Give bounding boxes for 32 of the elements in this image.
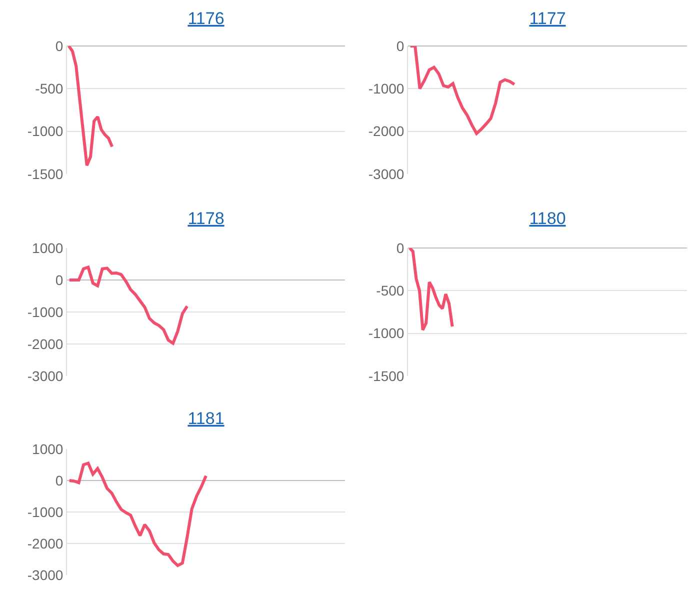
line-series (408, 46, 516, 135)
chart-title: 1180 (529, 208, 566, 228)
y-tick-label: 0 (396, 38, 404, 54)
y-tick-label: 1000 (32, 240, 64, 256)
line-series (67, 46, 114, 167)
y-tick-label: -2000 (27, 336, 64, 352)
y-tick-label: 1000 (32, 440, 64, 457)
line-series (408, 248, 454, 332)
y-tick-label: -2000 (27, 535, 64, 552)
y-tick-label: -1000 (27, 123, 64, 140)
y-tick-label: -3000 (27, 368, 64, 384)
line-series (68, 462, 208, 568)
y-tick-label: -1000 (27, 304, 64, 320)
y-tick-label: 0 (55, 38, 64, 54)
y-tick-label: -1500 (27, 166, 64, 182)
y-tick-label: -1000 (27, 504, 64, 520)
chart-title: 1178 (188, 208, 224, 228)
y-tick-label: -3000 (368, 166, 404, 182)
y-tick-label: -500 (376, 282, 404, 299)
y-tick-label: -500 (35, 80, 64, 97)
chart-title: 1176 (188, 8, 224, 28)
chart-title: 1181 (188, 408, 224, 428)
y-tick-label: -3000 (27, 566, 64, 583)
chart-title: 1177 (529, 8, 566, 28)
y-tick-label: -1000 (368, 325, 404, 342)
y-tick-label: -1000 (368, 80, 404, 97)
y-tick-label: 0 (396, 240, 404, 256)
y-tick-label: 0 (55, 272, 64, 288)
line-series (68, 266, 189, 345)
y-tick-label: 0 (55, 472, 64, 488)
y-tick-label: -2000 (368, 123, 404, 140)
y-tick-label: -1500 (368, 368, 404, 384)
